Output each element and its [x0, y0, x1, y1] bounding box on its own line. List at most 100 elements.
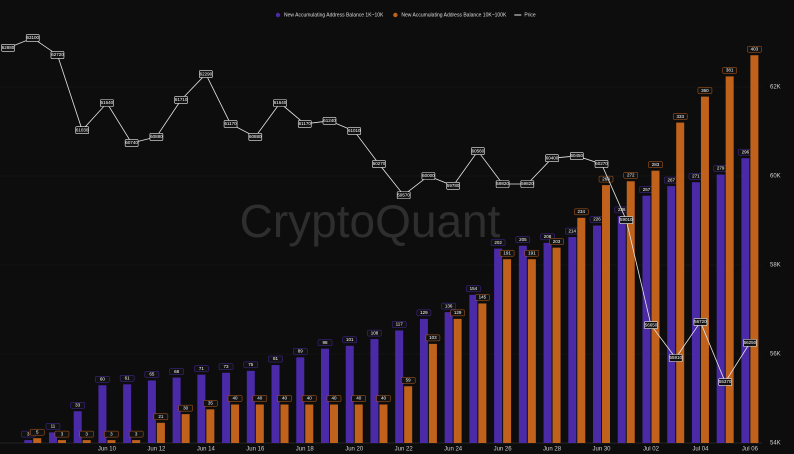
- data-label: 60000: [422, 173, 435, 178]
- x-tick-label: Jul 02: [643, 447, 660, 453]
- label-box: [149, 133, 164, 141]
- data-label: 68: [174, 369, 180, 374]
- data-label: 103: [429, 335, 437, 340]
- data-label: 60880: [249, 134, 262, 139]
- data-label: 62720: [51, 52, 64, 57]
- data-label: 101: [346, 337, 354, 342]
- data-label: 60560: [472, 148, 485, 153]
- data-label: 129: [454, 310, 462, 315]
- label-box: [648, 161, 663, 168]
- bar: [404, 386, 413, 443]
- bar: [320, 348, 329, 443]
- label-box: [326, 395, 342, 402]
- x-tick-label: Jun 24: [444, 447, 463, 453]
- label-box: [174, 96, 188, 104]
- data-label: 268: [602, 176, 610, 181]
- legend-label: New Accumulating Address Balance 1K~10K: [284, 12, 384, 18]
- label-box: [144, 371, 160, 378]
- bar: [206, 409, 215, 443]
- x-tick-label: Jun 12: [147, 447, 166, 453]
- data-label: 205: [519, 237, 527, 242]
- label-box: [322, 117, 337, 125]
- bar: [691, 182, 700, 443]
- data-label: 61710: [175, 97, 188, 102]
- y2-tick-label: 54K: [770, 441, 781, 447]
- bar: [73, 411, 82, 443]
- data-label: 89: [298, 349, 304, 354]
- bar: [172, 377, 181, 443]
- label-box: [425, 334, 441, 342]
- bar: [197, 374, 206, 443]
- data-label: 360: [701, 88, 709, 93]
- bar: [156, 422, 165, 443]
- data-label: 202: [494, 240, 502, 245]
- x-tick-label: Jun 10: [98, 447, 117, 453]
- bar: [651, 170, 660, 444]
- x-tick-label: Jul 06: [742, 447, 759, 453]
- bar: [602, 185, 611, 443]
- label-box: [153, 413, 169, 421]
- bar: [370, 339, 379, 443]
- label-box: [718, 378, 732, 386]
- data-label: 61640: [274, 100, 287, 105]
- label-box: [119, 375, 135, 382]
- label-box: [376, 395, 391, 402]
- legend-swatch: [275, 12, 281, 18]
- label-box: [342, 336, 357, 344]
- data-label: 61: [125, 375, 131, 380]
- label-box: [351, 395, 366, 402]
- bar: [642, 195, 651, 443]
- data-label: 136: [445, 303, 453, 308]
- label-box: [178, 404, 193, 412]
- bar: [57, 440, 66, 443]
- bar: [231, 404, 240, 443]
- y2-tick-label: 62K: [770, 85, 781, 91]
- x-tick-label: Jun 16: [246, 447, 265, 453]
- data-label: 60740: [125, 140, 138, 145]
- data-label: 271: [692, 173, 700, 178]
- label-box: [396, 191, 411, 199]
- bar: [379, 404, 388, 443]
- data-label: 283: [652, 162, 660, 167]
- data-label: 108: [371, 330, 379, 335]
- label-box: [54, 430, 70, 438]
- label-box: [1, 44, 15, 52]
- bar: [33, 438, 42, 443]
- data-label: 3: [135, 431, 138, 436]
- bar: [123, 384, 132, 443]
- bar: [181, 414, 190, 443]
- data-label: 191: [528, 250, 536, 255]
- label-box: [128, 430, 144, 438]
- data-label: 267: [667, 177, 675, 182]
- label-box: [302, 395, 317, 402]
- data-label: 3: [61, 431, 64, 436]
- bar: [667, 186, 676, 443]
- y2-tick-label: 58K: [770, 263, 781, 269]
- data-label: 75: [248, 362, 254, 367]
- bar: [593, 225, 602, 443]
- bar: [741, 158, 750, 443]
- data-label: 272: [627, 172, 635, 177]
- bar: [271, 365, 280, 443]
- x-tick-label: Jun 20: [345, 447, 364, 453]
- watermark: CryptoQuant: [240, 195, 501, 247]
- data-label: 61170: [299, 121, 312, 126]
- data-label: 40: [233, 396, 239, 401]
- label-box: [466, 285, 481, 293]
- label-box: [75, 126, 89, 134]
- data-label: 60450: [571, 153, 584, 158]
- bar: [503, 259, 512, 443]
- data-label: 40: [307, 396, 313, 401]
- data-label: 403: [751, 46, 759, 51]
- x-tick-label: Jun 22: [395, 447, 414, 453]
- data-label: 56250: [744, 340, 757, 345]
- label-box: [227, 395, 243, 402]
- label-box: [722, 67, 737, 74]
- data-label: 56720: [694, 319, 707, 324]
- label-box: [169, 368, 184, 375]
- data-label: 55370: [719, 379, 732, 384]
- data-label: 98: [322, 340, 328, 345]
- bar: [453, 318, 462, 443]
- data-label: 40: [356, 396, 362, 401]
- data-label: 63100: [26, 35, 39, 40]
